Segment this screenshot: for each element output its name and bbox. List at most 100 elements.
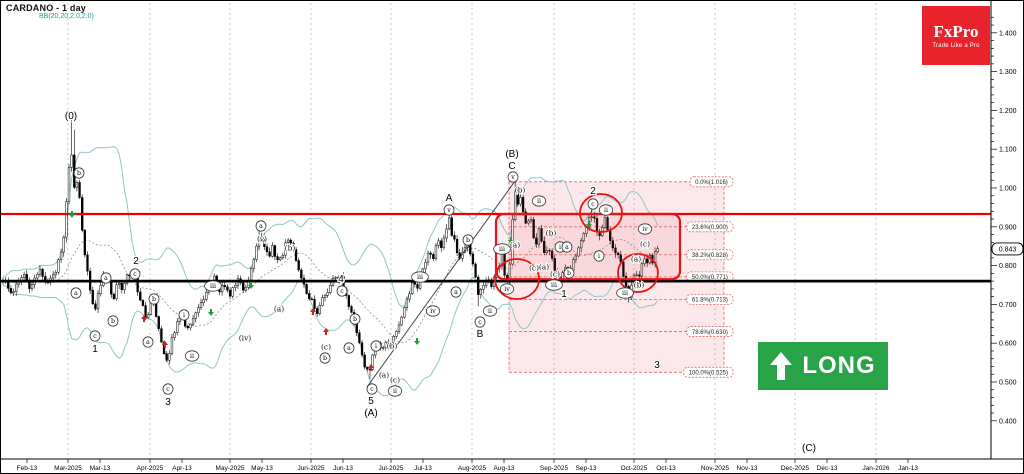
wave-label-circle	[425, 305, 441, 317]
brand-name: FxPro	[933, 21, 979, 41]
svg-text:a: a	[259, 223, 263, 230]
svg-text:iii: iii	[210, 283, 216, 290]
svg-text:ii: ii	[393, 388, 397, 395]
wave-label-minor: (b)	[387, 342, 398, 351]
wave-label-circle	[598, 204, 614, 216]
time-tick-label: Nov-13	[737, 465, 758, 472]
time-tick-label: Jun-2025	[297, 465, 324, 472]
svg-text:23.6%(0.900): 23.6%(0.900)	[692, 225, 728, 231]
wave-label-major: (A)	[364, 408, 377, 419]
svg-text:b: b	[466, 237, 470, 244]
svg-text:ii: ii	[537, 198, 541, 205]
svg-text:v: v	[446, 207, 451, 214]
wave-label-major: 2	[590, 186, 596, 197]
time-axis[interactable]: Feb-13 Mar-2025 Mar-13 Apr-2025 Apr-13 May-20…	[1, 458, 1023, 472]
svg-text:1.200: 1.200	[999, 108, 1017, 115]
svg-text:0.400: 0.400	[999, 418, 1017, 425]
fib-level-label	[686, 221, 734, 233]
svg-text:b: b	[323, 355, 327, 362]
svg-text:c: c	[133, 271, 137, 278]
svg-text:c: c	[591, 201, 595, 208]
wave-label-minor: (c)	[321, 343, 331, 352]
svg-text:b: b	[152, 296, 156, 303]
wave-label-circle	[370, 340, 382, 352]
svg-text:38.2%(0.828): 38.2%(0.828)	[692, 253, 728, 259]
wave-label-minor: (b)	[546, 229, 557, 238]
wave-label-circle	[616, 287, 634, 299]
chart-title-block: CARDANO - 1 day BB(20,20,2.0,2.0)	[6, 3, 94, 21]
wave-label-circle	[129, 268, 141, 280]
svg-text:ii: ii	[488, 308, 492, 315]
fib-level-label	[686, 326, 734, 337]
svg-text:c: c	[478, 319, 482, 326]
time-tick-label: Aug-13	[494, 465, 515, 472]
time-tick-label: Jun-13	[333, 465, 353, 472]
trend-line	[366, 180, 516, 388]
svg-text:0.700: 0.700	[999, 302, 1017, 309]
wave-label-major: 4	[338, 274, 344, 285]
time-tick-label: Mar-2025	[54, 465, 82, 472]
indicator-label: BB(20,20,2.0,2.0)	[39, 13, 94, 21]
svg-text:61.8%(0.713): 61.8%(0.713)	[692, 298, 728, 304]
wave-label-minor: (b)	[634, 281, 645, 290]
wave-label-circle	[349, 313, 361, 325]
wave-label-circle	[561, 241, 573, 253]
wave-label-circle	[343, 342, 355, 354]
wave-label-circle	[482, 305, 498, 317]
svg-text:c: c	[93, 333, 97, 340]
time-tick-label: Apr-13	[172, 465, 192, 472]
svg-text:iii: iii	[622, 290, 628, 297]
wave-label-circle	[184, 350, 200, 362]
bollinger-bands	[2, 146, 659, 397]
svg-text:1.000: 1.000	[999, 186, 1017, 193]
wave-label-major: 3	[165, 397, 171, 408]
wave-label-circle	[204, 280, 222, 292]
wave-label-major: 1	[92, 344, 98, 355]
svg-text:0.600: 0.600	[999, 341, 1017, 348]
wave-label-major: C	[508, 161, 515, 172]
svg-text:a: a	[565, 244, 569, 251]
elliott-wave-labels: (0)12345(A)AB(B)C123(C)(v)(b)(a)(iv)(c)(…	[64, 110, 818, 456]
wave-label-circle	[142, 336, 154, 348]
wave-label-minor: (b)	[285, 244, 296, 253]
svg-text:iii: iii	[551, 282, 557, 289]
svg-text:50.0%(0.771): 50.0%(0.771)	[692, 275, 728, 281]
price-axis[interactable]: 1.400 1.300 1.200 1.100 1.000 0.900 0.800 0.700…	[990, 1, 1023, 459]
wave-label-major: 1	[561, 289, 567, 300]
wave-label-circle	[70, 287, 82, 299]
wave-label-major: 3	[654, 360, 660, 371]
svg-text:a: a	[454, 289, 458, 296]
svg-text:ii: ii	[190, 353, 194, 360]
wave-label-major: (C)	[802, 443, 816, 454]
svg-text:0.800: 0.800	[999, 263, 1017, 270]
svg-text:c: c	[166, 386, 170, 393]
svg-text:c: c	[370, 386, 374, 393]
wave-label-minor: (c)	[390, 376, 400, 385]
time-tick-label: May-2025	[216, 465, 245, 472]
svg-text:1.100: 1.100	[999, 147, 1017, 154]
svg-text:i: i	[559, 244, 561, 251]
wave-label-major: B	[477, 329, 484, 340]
wave-label-circle	[593, 250, 605, 262]
wave-label-circle	[450, 286, 462, 298]
long-signal-label: LONG	[802, 352, 876, 379]
time-tick-label: Apr-2025	[137, 465, 164, 472]
svg-text:a: a	[347, 345, 351, 352]
time-tick-label: Feb-13	[17, 465, 38, 472]
wave-label-circle	[587, 198, 599, 210]
fib-level-label	[689, 176, 734, 188]
svg-text:a: a	[104, 275, 108, 282]
wave-label-major: 2	[133, 256, 139, 267]
wave-label-circle	[443, 204, 455, 216]
wave-label-minor: (c)	[529, 264, 539, 273]
svg-text:iv: iv	[642, 226, 648, 233]
svg-text:b: b	[111, 318, 115, 325]
svg-text:iii: iii	[417, 274, 423, 281]
symbol-title: CARDANO - 1 day	[6, 3, 87, 13]
wave-label-circle	[462, 234, 474, 246]
wave-label-circle	[507, 171, 519, 183]
wave-label-circle	[474, 316, 486, 328]
time-tick-label: Dec-13	[817, 465, 838, 472]
